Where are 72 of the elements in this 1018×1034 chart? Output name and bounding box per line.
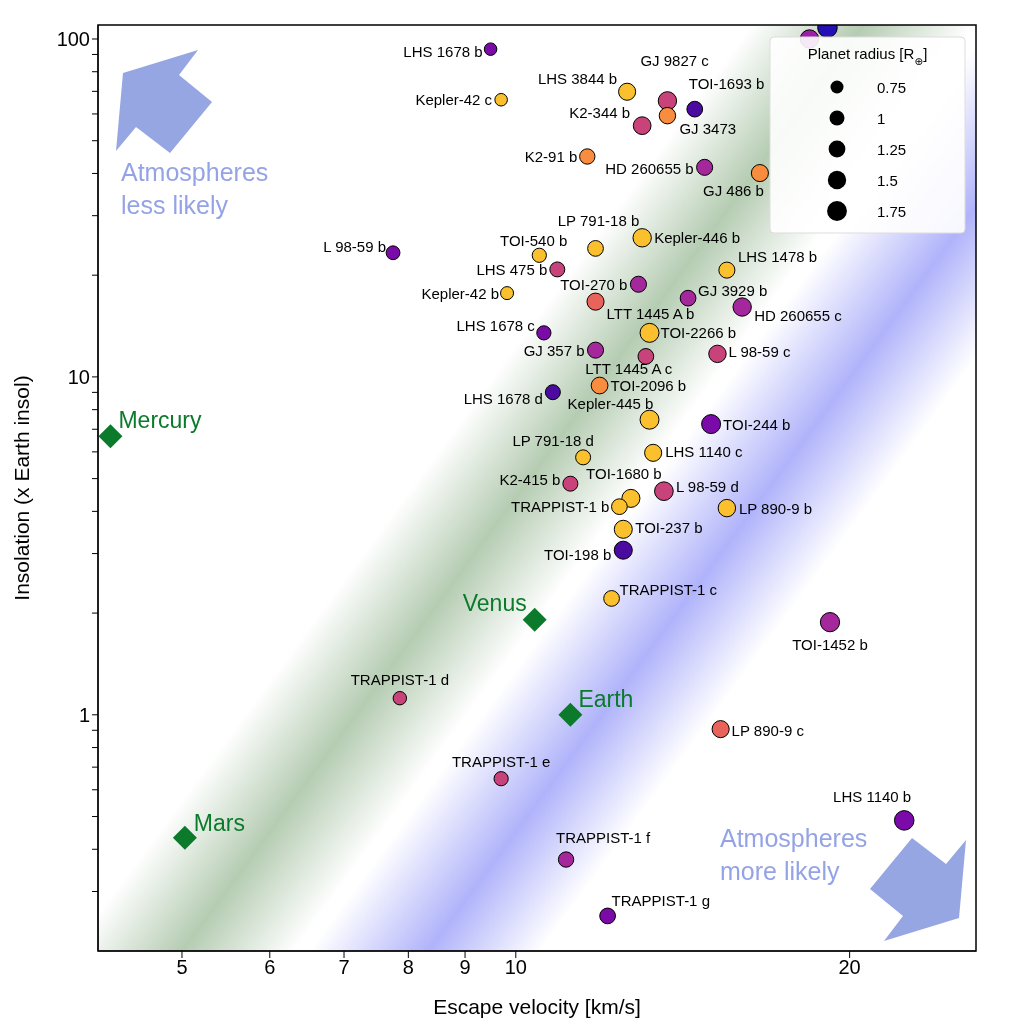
legend-label: 1 — [877, 109, 886, 127]
annotation: GJ 357 b — [523, 341, 585, 359]
legend-label: 1.75 — [877, 202, 907, 220]
annotation: LTT 1445 A b — [606, 305, 695, 323]
annotation: Venus — [462, 589, 527, 616]
annotation: TOI-2096 b — [610, 377, 687, 395]
annotation: TRAPPIST-1 e — [451, 753, 551, 771]
annotation: K2-91 b — [524, 148, 578, 165]
annotation: LHS 3844 b — [537, 70, 618, 88]
x-tick-label: 5 — [176, 956, 188, 979]
annotation: HD 260655 c — [754, 306, 843, 324]
annotation: GJ 3473 — [679, 120, 737, 138]
annotation: LHS 1140 b — [833, 787, 912, 805]
annotation: L 98-59 c — [728, 343, 791, 361]
annotation: Earth — [578, 685, 634, 712]
annotation: LHS 1140 c — [665, 443, 743, 461]
annotation: LHS 1678 c — [456, 317, 536, 335]
x-tick-label: 20 — [838, 956, 861, 979]
x-tick-label: 6 — [264, 956, 276, 979]
annotation: K2-415 b — [499, 471, 561, 489]
x-tick-label: 10 — [504, 956, 527, 979]
annotation: HD 260655 b — [605, 159, 694, 177]
x-axis-title: Escape velocity [km/s] — [433, 995, 641, 1018]
annotation: TOI-1693 b — [688, 74, 765, 92]
annotation: Atmospheres less likely — [121, 158, 269, 219]
legend-label: 1.5 — [877, 171, 898, 189]
annotation: LHS 1678 d — [463, 389, 543, 407]
annotation: LP 791-18 b — [557, 211, 640, 229]
annotation: TOI-1452 b — [792, 635, 868, 653]
annotation: TOI-237 b — [635, 518, 703, 536]
annotation: TRAPPIST-1 b — [511, 498, 610, 516]
annotation: LP 890-9 b — [738, 499, 812, 517]
x-tick-label: 7 — [338, 956, 350, 979]
y-tick-label: 10 — [67, 366, 90, 388]
annotation: LP 791-18 d — [512, 431, 594, 449]
annotation: TRAPPIST-1 c — [619, 580, 718, 598]
annotation: GJ 9827 c — [640, 52, 710, 70]
annotation: TRAPPIST-1 g — [611, 892, 710, 910]
y-tick-label: 1 — [78, 703, 90, 726]
annotation: TOI-270 b — [560, 275, 628, 293]
annotation: TRAPPIST-1 f — [556, 829, 652, 847]
y-axis-title: Insolation (x Earth insol) — [10, 375, 34, 601]
annotation: TOI-198 b — [544, 545, 612, 563]
annotation: L 98-59 d — [675, 477, 739, 495]
annotation: TOI-244 b — [723, 415, 791, 433]
annotation: GJ 486 b — [703, 181, 764, 199]
annotation: K2-344 b — [569, 104, 631, 122]
annotation: Mars — [193, 809, 245, 836]
legend-title: Planet radius [R$_{⊕}$] — [807, 45, 928, 67]
annotation: LHS 1678 b — [403, 42, 483, 60]
annotation: LP 890-9 c — [731, 721, 805, 739]
annotation: Kepler-446 b — [654, 229, 741, 247]
annotation: Kepler-445 b — [567, 395, 654, 413]
annotation: TOI-2266 b — [660, 324, 737, 342]
annotation: Kepler-42 c — [415, 91, 493, 109]
legend-label: 0.75 — [877, 78, 907, 96]
x-tick-label: 8 — [402, 956, 414, 979]
annotation: Atmospheres more likely — [720, 824, 868, 885]
y-tick-label: 100 — [56, 28, 90, 51]
annotation: Mercury — [118, 407, 203, 434]
annotation: L 98-59 b — [323, 238, 387, 256]
size-legend: Planet radius [R$_{⊕}$] 0.75 1 1.25 1.5 1.75 — [769, 36, 966, 234]
annotation: LTT 1445 A c — [585, 359, 673, 377]
annotation: LHS 1478 b — [737, 247, 818, 265]
annotation: LHS 475 b — [476, 260, 548, 278]
annotation: GJ 3929 b — [698, 281, 768, 299]
annotation: TOI-1680 b — [586, 464, 662, 482]
legend-label: 1.25 — [877, 140, 907, 158]
annotation: TRAPPIST-1 d — [350, 670, 450, 688]
annotation: TOI-540 b — [500, 231, 568, 249]
x-tick-label: 9 — [459, 956, 471, 979]
annotation: Kepler-42 b — [421, 284, 500, 302]
